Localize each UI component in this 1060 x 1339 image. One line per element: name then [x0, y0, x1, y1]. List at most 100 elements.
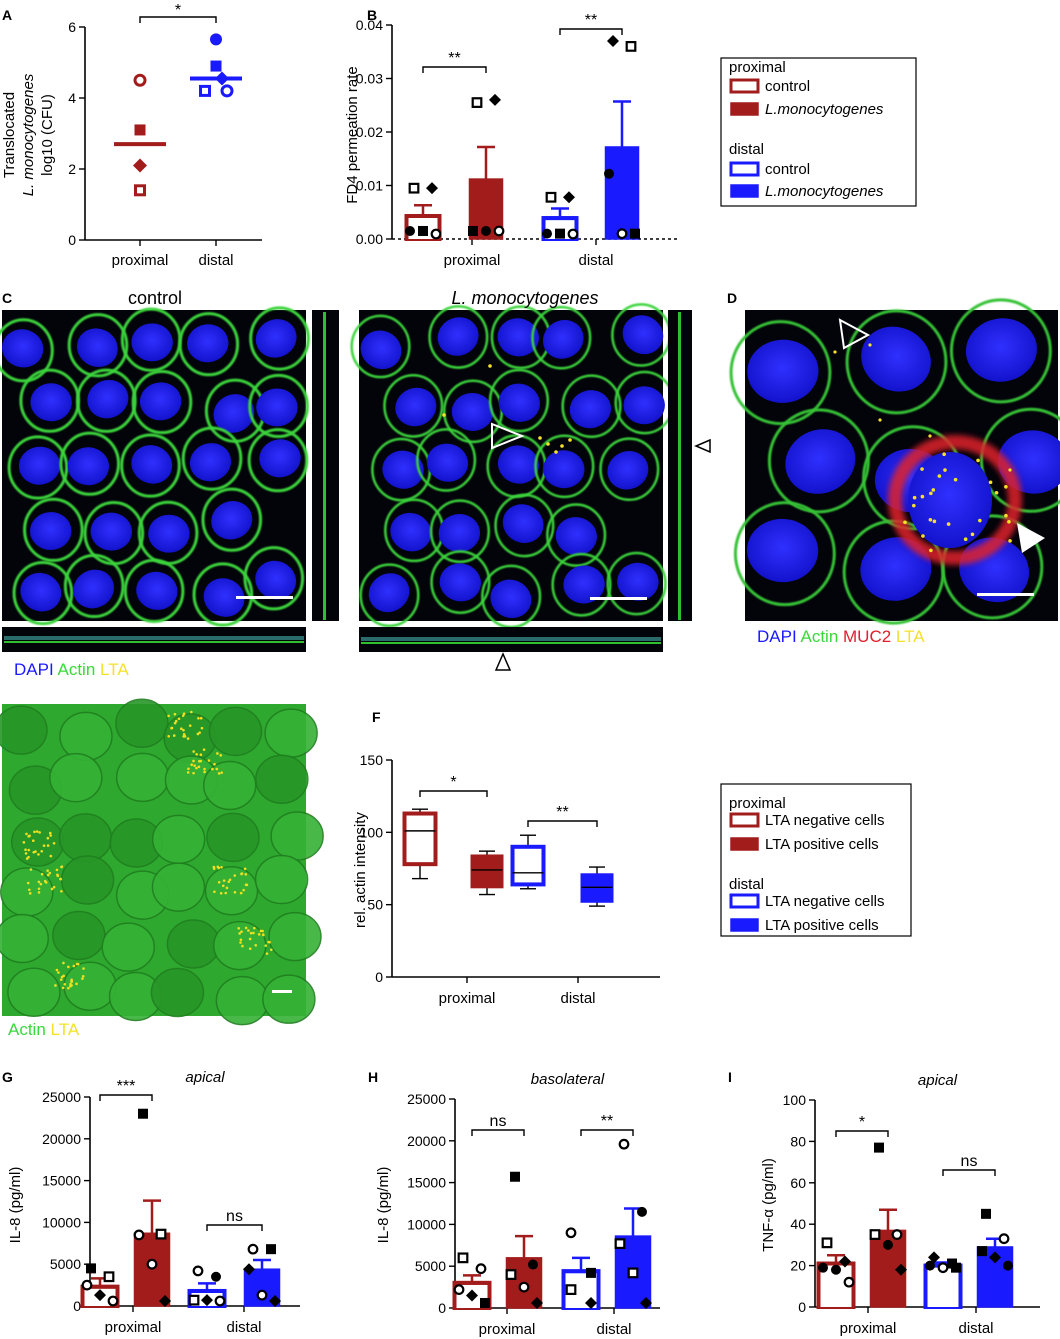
significance-bracket: [835, 1130, 889, 1137]
lta-punctum: [27, 855, 30, 859]
lta-punctum: [46, 844, 50, 847]
bar: [604, 146, 640, 240]
lta-punctum: [167, 714, 170, 718]
cell: [166, 919, 221, 969]
data-point: [199, 84, 211, 97]
data-point: [134, 124, 146, 136]
lta-punctum: [215, 767, 219, 771]
data-point: [531, 1297, 543, 1309]
y-tick-label: 20: [790, 1258, 806, 1274]
lta-punctum: [190, 710, 193, 714]
lta-punctum: [238, 932, 241, 935]
lta-punctum: [37, 853, 40, 856]
lta-punctum: [46, 836, 50, 840]
chart-title: apical: [185, 1069, 225, 1086]
lta-punctum: [929, 491, 933, 496]
data-point: [883, 1239, 893, 1250]
x-tick-label: proximal: [112, 252, 169, 269]
data-point: [220, 84, 234, 98]
lta-punctum: [69, 984, 72, 988]
data-point: [133, 158, 147, 173]
d-channel-legend: DAPI Actin MUC2 LTA: [757, 627, 925, 646]
filled-arrowhead-icon: [1017, 523, 1045, 553]
x-tick-label: distal: [958, 1320, 993, 1337]
lta-punctum: [953, 477, 958, 482]
lta-punctum: [538, 436, 542, 440]
lta-punctum: [173, 712, 177, 716]
nucleus: [73, 569, 115, 609]
bar-outline: [452, 1280, 492, 1308]
significance-label: **: [601, 1113, 613, 1130]
x-tick-label: proximal: [439, 990, 496, 1007]
data-point: [215, 71, 229, 86]
y-axis-label: IL-8 (pg/ml): [7, 1167, 24, 1244]
nucleus: [861, 326, 931, 392]
data-point: [625, 40, 637, 52]
lta-punctum: [937, 474, 942, 478]
data-point: [468, 225, 478, 236]
cell: [150, 967, 205, 1018]
cell-outline: [67, 313, 129, 378]
lta-punctum: [29, 868, 33, 871]
data-point: [269, 1295, 281, 1307]
lta-punctum: [81, 977, 84, 980]
lta-punctum: [257, 933, 261, 936]
lta-punctum: [49, 834, 52, 837]
lta-punctum: [912, 495, 917, 500]
lta-punctum: [1004, 513, 1008, 518]
cell: [0, 867, 54, 917]
lta-punctum: [929, 548, 933, 553]
cell-outline: [941, 514, 1044, 620]
bar: [133, 1232, 171, 1307]
nucleus: [29, 512, 72, 551]
lta-punctum: [220, 866, 223, 869]
nucleus: [437, 317, 479, 356]
cell-outline: [430, 550, 491, 614]
box: [510, 844, 546, 887]
nucleus: [259, 439, 301, 478]
data-point: [925, 1260, 935, 1271]
c-title-listeria: L. monocytogenes: [451, 288, 598, 308]
data-point: [405, 225, 415, 236]
cell-outline: [247, 428, 309, 493]
data-point: [928, 1251, 940, 1264]
cell-outline: [428, 305, 489, 369]
lta-punctum: [190, 763, 194, 766]
lta-punctum: [931, 488, 936, 492]
lta-punctum: [180, 727, 183, 730]
data-point: [951, 1262, 961, 1273]
c-channel-legend: DAPI Actin LTA: [14, 660, 129, 679]
lta-punctum: [52, 885, 56, 889]
lta-punctum: [252, 931, 255, 935]
panel-letter: I: [728, 1069, 732, 1085]
lta-punctum: [239, 941, 242, 944]
lta-punctum: [55, 868, 59, 872]
nucleus: [2, 329, 44, 368]
lta-punctum: [269, 948, 273, 952]
data-point: [134, 184, 146, 197]
lta-punctum: [988, 480, 993, 485]
muc2-signal: [888, 435, 1022, 565]
panel-letter: D: [727, 290, 737, 306]
data-point: [210, 33, 222, 46]
lta-punctum: [228, 878, 232, 882]
data-point: [618, 1138, 630, 1150]
nucleus: [860, 537, 932, 601]
significance-label: ns: [226, 1208, 243, 1225]
lta-punctum: [44, 881, 48, 884]
lta-punctum: [199, 716, 203, 720]
nucleus: [908, 452, 992, 548]
scale-bar: [236, 596, 293, 599]
lta-punctum: [248, 937, 252, 941]
lta-punctum: [868, 343, 872, 347]
legend-item-label: LTA positive cells: [765, 917, 879, 934]
lta-punctum: [970, 532, 975, 537]
significance-bracket: [206, 1224, 263, 1231]
nucleus: [490, 579, 532, 619]
data-point: [630, 228, 640, 239]
legend-swatch: [730, 918, 759, 932]
cell-outline: [192, 562, 254, 627]
nucleus: [438, 514, 481, 552]
